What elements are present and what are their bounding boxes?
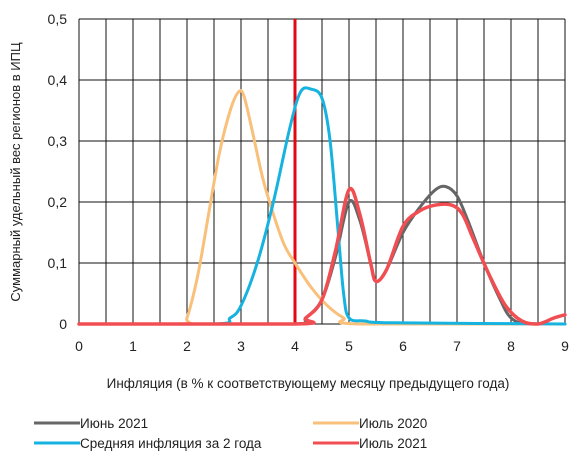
series-line-3 (77, 86, 567, 326)
x-tick-label-6: 6 (399, 338, 407, 354)
series-line-4 (77, 186, 567, 326)
x-tick-label-9: 9 (561, 338, 569, 354)
y-tick-label-2: 0,2 (48, 194, 68, 210)
legend-label-3: Средняя инфляция за 2 года (80, 436, 262, 451)
y-tick-label-4: 0,4 (48, 72, 68, 88)
y-tick-label-0: 0 (59, 316, 67, 332)
grid (78, 18, 566, 325)
legend-label-1: Июнь 2021 (80, 416, 148, 431)
legend-label-4: Июль 2021 (359, 436, 427, 451)
x-tick-label-5: 5 (345, 338, 353, 354)
x-tick-label-7: 7 (453, 338, 461, 354)
x-tick-label-3: 3 (237, 338, 245, 354)
x-axis-label: Инфляция (в % к соответствующему месяцу … (107, 376, 510, 391)
legend: Июнь 2021 Июль 2020 Средняя инфляция за 2 … (34, 416, 427, 451)
series-group (77, 86, 567, 326)
y-tick-label-1: 0,1 (48, 255, 68, 271)
x-tick-label-2: 2 (183, 338, 191, 354)
x-tick-label-4: 4 (291, 338, 299, 354)
x-tick-label-0: 0 (75, 338, 83, 354)
x-tick-label-8: 8 (507, 338, 515, 354)
y-axis-label: Суммарный удельный вес регионов в ИПЦ (8, 42, 23, 302)
y-tick-label-3: 0,3 (48, 133, 68, 149)
y-tick-label-5: 0,5 (48, 11, 68, 27)
axes: 0 1 2 3 4 5 6 7 8 9 0 0,1 0,2 0,3 0,4 0,5 (48, 11, 569, 354)
legend-label-2: Июль 2020 (359, 416, 427, 431)
series-line-2 (77, 88, 567, 326)
x-tick-label-1: 1 (129, 338, 137, 354)
